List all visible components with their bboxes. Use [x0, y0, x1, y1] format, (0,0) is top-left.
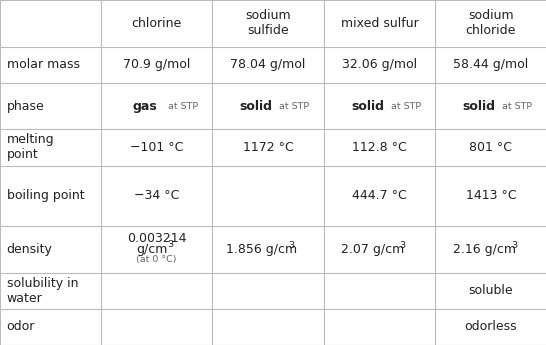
Text: 444.7 °C: 444.7 °C: [352, 189, 407, 202]
Text: 70.9 g/mol: 70.9 g/mol: [123, 58, 191, 71]
Text: 3: 3: [399, 240, 406, 250]
Text: sodium
sulfide: sodium sulfide: [245, 9, 291, 37]
Text: at STP: at STP: [279, 101, 310, 111]
Text: chlorine: chlorine: [132, 17, 182, 30]
Text: solid: solid: [462, 100, 495, 112]
Text: −101 °C: −101 °C: [130, 141, 183, 154]
Text: mixed sulfur: mixed sulfur: [341, 17, 418, 30]
Text: 58.44 g/mol: 58.44 g/mol: [453, 58, 529, 71]
Text: solid: solid: [351, 100, 384, 112]
Text: 1.856 g/cm: 1.856 g/cm: [226, 243, 297, 256]
Text: 78.04 g/mol: 78.04 g/mol: [230, 58, 306, 71]
Text: at STP: at STP: [502, 101, 532, 111]
Text: 3: 3: [511, 240, 517, 250]
Text: 32.06 g/mol: 32.06 g/mol: [342, 58, 417, 71]
Text: density: density: [7, 243, 52, 256]
Text: at STP: at STP: [390, 101, 421, 111]
Text: molar mass: molar mass: [7, 58, 80, 71]
Text: 3: 3: [167, 240, 174, 249]
Text: 2.16 g/cm: 2.16 g/cm: [453, 243, 516, 256]
Text: −34 °C: −34 °C: [134, 189, 180, 202]
Text: 801 °C: 801 °C: [470, 141, 512, 154]
Text: odor: odor: [7, 321, 35, 333]
Text: 2.07 g/cm: 2.07 g/cm: [341, 243, 405, 256]
Text: phase: phase: [7, 100, 44, 112]
Text: at STP: at STP: [168, 101, 198, 111]
Text: (at 0 °C): (at 0 °C): [136, 255, 177, 264]
Text: 112.8 °C: 112.8 °C: [352, 141, 407, 154]
Text: 1413 °C: 1413 °C: [466, 189, 516, 202]
Text: soluble: soluble: [468, 284, 513, 297]
Text: gas: gas: [132, 100, 157, 112]
Text: 1172 °C: 1172 °C: [243, 141, 293, 154]
Text: melting
point: melting point: [7, 134, 54, 161]
Text: solubility in
water: solubility in water: [7, 277, 78, 305]
Text: solid: solid: [240, 100, 272, 112]
Text: g/cm: g/cm: [136, 243, 168, 256]
Text: 3: 3: [288, 240, 294, 250]
Text: boiling point: boiling point: [7, 189, 84, 202]
Text: 0.003214: 0.003214: [127, 233, 186, 245]
Text: sodium
chloride: sodium chloride: [466, 9, 516, 37]
Text: odorless: odorless: [465, 321, 517, 333]
